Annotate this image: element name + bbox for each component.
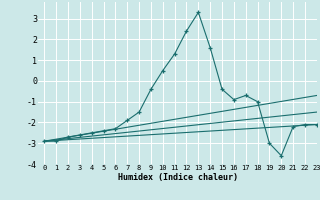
X-axis label: Humidex (Indice chaleur): Humidex (Indice chaleur) [118, 173, 238, 182]
